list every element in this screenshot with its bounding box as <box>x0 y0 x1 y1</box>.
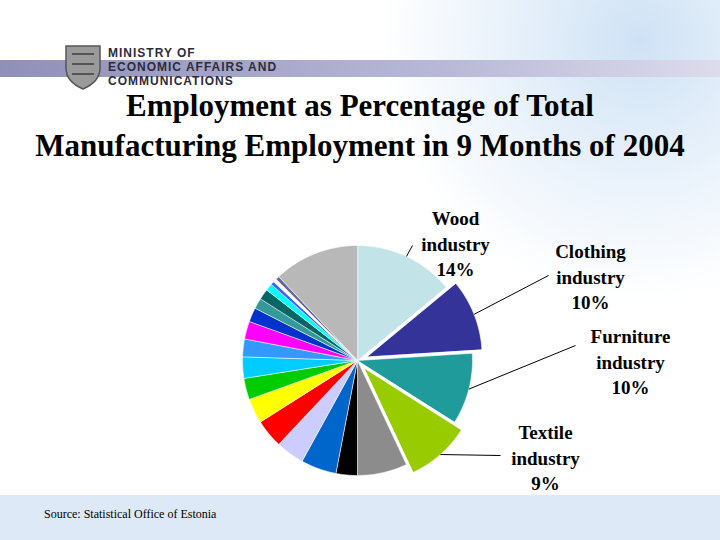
html-text:Source: Statistical Office of: Source: Statistical Office of Estonia <box>44 507 217 521</box>
svg-text:Woodindustry14%: Woodindustry14% <box>421 208 490 280</box>
svg-text:Furnitureindustry10%: Furnitureindustry10% <box>591 326 671 398</box>
html-text:MINISTRY OF: MINISTRY OF <box>108 46 196 60</box>
html-text:Employment as Percentage of To: Employment as Percentage of Total Manufa… <box>35 88 685 163</box>
svg-text:Clothingindustry10%: Clothingindustry10% <box>555 241 626 313</box>
svg-text:Textileindustry9%: Textileindustry9% <box>511 422 580 494</box>
html-text:ECONOMIC AFFAIRS AND: ECONOMIC AFFAIRS AND <box>108 60 278 74</box>
html-text:COMMUNICATIONS: COMMUNICATIONS <box>108 74 234 88</box>
